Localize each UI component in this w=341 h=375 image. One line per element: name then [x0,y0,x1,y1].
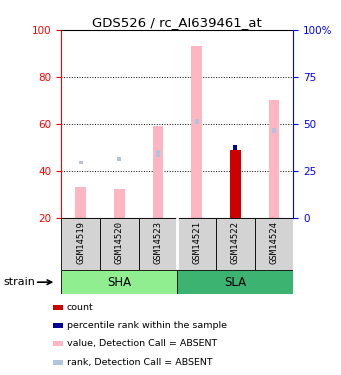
Bar [114,189,125,217]
Bar [191,46,202,217]
Bar [177,270,293,294]
Text: GSM14520: GSM14520 [115,221,124,264]
Text: GSM14522: GSM14522 [231,221,240,264]
Bar [216,217,255,270]
Bar [156,150,160,157]
Bar [195,119,198,124]
Text: rank, Detection Call = ABSENT: rank, Detection Call = ABSENT [67,358,212,367]
Bar [79,161,83,164]
Bar [139,217,177,270]
Bar [61,270,177,294]
Text: strain: strain [3,277,35,287]
Bar [53,305,63,310]
Bar [177,217,216,270]
Bar [53,360,63,364]
Text: SLA: SLA [224,276,246,289]
Bar [152,126,163,218]
Text: value, Detection Call = ABSENT: value, Detection Call = ABSENT [67,339,217,348]
Bar [272,128,276,133]
Bar [255,217,293,270]
Bar [233,145,237,150]
Text: GSM14524: GSM14524 [269,221,279,264]
Text: GSM14521: GSM14521 [192,221,201,264]
Bar [268,100,279,218]
Bar [75,187,86,218]
Bar [53,323,63,328]
Text: SHA: SHA [107,276,131,289]
Title: GDS526 / rc_AI639461_at: GDS526 / rc_AI639461_at [92,16,262,29]
Text: percentile rank within the sample: percentile rank within the sample [67,321,227,330]
Bar [61,217,100,270]
Bar [117,157,121,161]
Bar [53,341,63,346]
Text: GSM14523: GSM14523 [153,221,163,264]
Bar [230,150,241,217]
Text: GSM14519: GSM14519 [76,221,85,264]
Text: count: count [67,303,93,312]
Bar [100,217,139,270]
